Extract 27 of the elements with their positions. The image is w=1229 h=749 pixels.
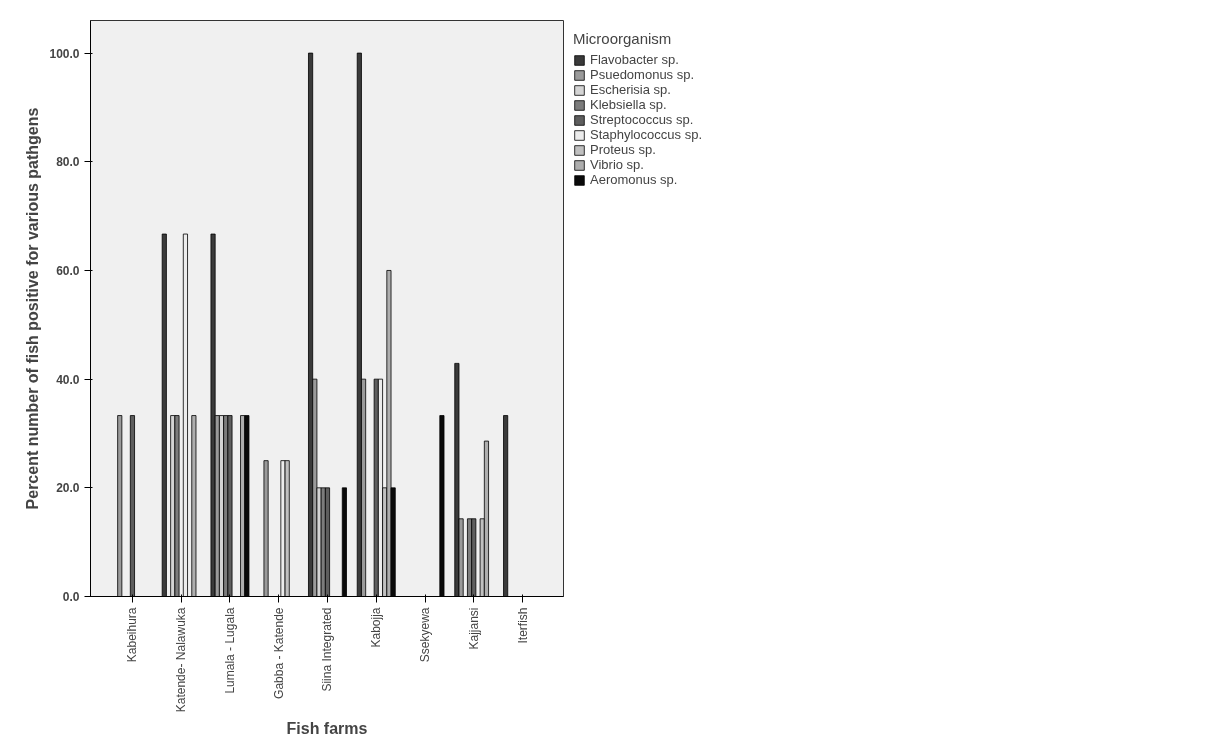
x-tick-label: Ssekyewa — [418, 607, 433, 663]
x-tick-label: Kabojja — [369, 607, 384, 648]
y-tick-label: 80.0 — [56, 155, 80, 170]
y-tick-label: 40.0 — [56, 372, 80, 387]
legend-label: Vibrio sp. — [590, 157, 644, 172]
x-tick-label: Siina Integrated — [320, 607, 335, 692]
x-tick-label: Katende- Nalawuka — [174, 607, 189, 713]
x-tick-label: Kabeihura — [125, 607, 140, 663]
legend-label: Proteus sp. — [590, 142, 656, 157]
x-tick-label: Iterfish — [515, 607, 530, 644]
legend-label: Streptococcus sp. — [590, 112, 694, 127]
y-tick-label: 20.0 — [56, 481, 80, 496]
x-tick-label: Kajjansi — [466, 607, 481, 650]
legend-label: Flavobacter sp. — [590, 52, 679, 67]
x-axis-title: Fish farms — [286, 720, 368, 738]
legend-label: Psuedomonus sp. — [590, 67, 695, 82]
y-tick-label: 100.0 — [49, 46, 80, 61]
x-tick-label: Lumala - Lugala — [222, 607, 237, 694]
legend-title: Microorganism — [573, 30, 673, 47]
y-tick-label: 0.0 — [62, 590, 80, 604]
legend-label: Staphylococcus sp. — [590, 127, 703, 142]
y-axis-title: Percent number of fish positive for various pathgens — [24, 107, 42, 510]
x-tick-label: Gabba - Katende — [271, 607, 286, 699]
legend-label: Aeromonus sp. — [590, 172, 678, 187]
legend-label: Klebsiella sp. — [590, 97, 667, 112]
legend-label: Escherisia sp. — [590, 82, 671, 97]
y-tick-label: 60.0 — [56, 263, 80, 278]
